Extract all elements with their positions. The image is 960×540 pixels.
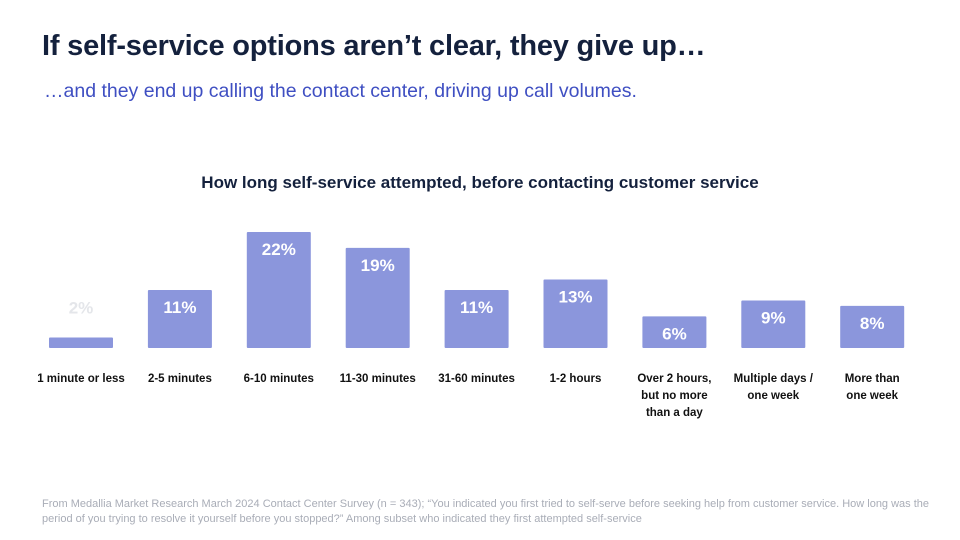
source-footnote: From Medallia Market Research March 2024… <box>42 498 930 525</box>
bar <box>543 279 608 348</box>
bar-value-label: 9% <box>761 309 786 328</box>
category-label: 1 minute or less <box>37 373 125 385</box>
bar <box>49 337 113 348</box>
slide-title: If self-service options aren’t clear, th… <box>42 30 706 62</box>
bar <box>444 290 509 348</box>
bar <box>246 232 311 348</box>
bar <box>345 247 410 348</box>
category-label: 1-2 hours <box>550 373 602 385</box>
slide-subtitle: …and they end up calling the contact cen… <box>44 80 637 102</box>
category-label: 31-60 minutes <box>438 373 515 385</box>
bar <box>642 316 707 348</box>
bar-value-label: 13% <box>558 287 592 306</box>
bar-value-label: 2% <box>69 298 94 317</box>
bar <box>840 305 905 348</box>
category-label: 6-10 minutes <box>244 373 314 385</box>
bar-value-label: 19% <box>361 256 395 275</box>
category-label: Over 2 hours, but no more than a day <box>637 373 711 419</box>
category-label: 2-5 minutes <box>148 373 212 385</box>
bar-value-label: 11% <box>163 298 196 317</box>
category-label: More than one week <box>845 373 900 402</box>
bar <box>147 290 212 348</box>
bar-chart: 2% 1 minute or less 11% 2-5 minutes 22% 6-10 … <box>37 232 905 419</box>
bar-value-label: 6% <box>662 324 687 343</box>
bar-value-label: 22% <box>262 240 296 259</box>
bar-value-label: 8% <box>860 314 885 333</box>
bar-value-label: 11% <box>460 298 493 317</box>
category-label: 11-30 minutes <box>340 373 416 385</box>
bar <box>741 300 806 348</box>
category-label: Multiple days / one week <box>734 373 814 402</box>
chart-title: How long self-service attempted, before … <box>201 173 759 192</box>
